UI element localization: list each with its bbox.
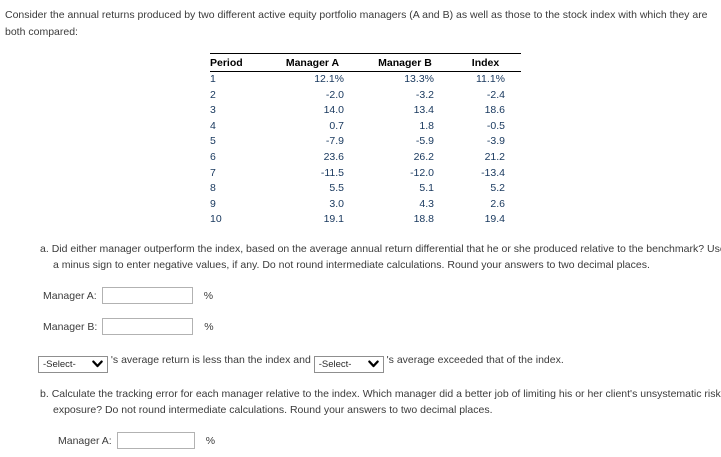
table-row: 4 0.7 1.8 -0.5 [210, 119, 521, 135]
col-header-manager-b: Manager B [378, 56, 432, 69]
col-header-manager-a: Manager A [285, 56, 340, 69]
table-row: 9 3.0 4.3 2.6 [210, 197, 521, 213]
col-header-index: Index [471, 56, 500, 69]
part-a-manager-b-input[interactable] [102, 318, 194, 336]
part-a-manager-a-input[interactable] [101, 287, 193, 305]
part-a-manager-a-row: Manager A: % [43, 287, 718, 305]
table-row: 2 -2.0 -3.2 -2.4 [210, 88, 521, 104]
part-a-manager-b-row: Manager B: % [43, 318, 718, 336]
cell-manager-b: 5.1 [419, 182, 434, 195]
cell-manager-a: 14.0 [323, 104, 344, 117]
cell-period: 8 [210, 182, 216, 195]
part-b-question: b. Calculate the tracking error for each… [40, 386, 721, 419]
part-b-label: b. [40, 387, 49, 400]
part-a-question: a. Did either manager outperform the ind… [40, 241, 721, 274]
cell-manager-b: -3.2 [415, 88, 434, 101]
part-a-sentence-mid: 's average return is less than the index… [110, 353, 311, 366]
select-value: -Select- [318, 358, 352, 370]
cell-index: -0.5 [486, 119, 505, 132]
cell-index: 19.4 [484, 213, 505, 226]
percent-sign: % [203, 289, 214, 302]
cell-manager-a: 23.6 [323, 150, 344, 163]
part-a-manager-select-2[interactable]: -Select- [313, 355, 384, 373]
table-row: 10 19.1 18.8 19.4 [210, 212, 521, 228]
select-value: -Select- [43, 358, 76, 370]
chevron-down-icon [92, 360, 103, 368]
cell-period: 2 [210, 88, 216, 101]
percent-sign: % [204, 320, 214, 333]
part-b-manager-a-row: Manager A: % [58, 432, 718, 450]
cell-manager-a: -2.0 [325, 88, 344, 101]
col-header-period: Period [210, 56, 243, 69]
cell-period: 4 [210, 119, 216, 132]
cell-manager-a: 3.0 [329, 197, 344, 210]
manager-b-label: Manager B: [43, 320, 98, 333]
cell-manager-a: -11.5 [320, 166, 344, 179]
cell-manager-a: 5.5 [329, 182, 344, 195]
cell-period: 5 [210, 135, 216, 148]
part-a-manager-select-1[interactable]: -Select- [38, 355, 108, 373]
cell-manager-b: 13.4 [413, 104, 434, 117]
table-row: 5 -7.9 -5.9 -3.9 [210, 134, 521, 150]
cell-manager-a: 19.1 [323, 213, 344, 226]
part-a-question-text: Did either manager outperform the index,… [51, 242, 721, 272]
cell-period: 1 [210, 73, 216, 85]
manager-a-label: Manager A: [58, 434, 112, 447]
chevron-down-icon [367, 360, 379, 368]
part-b-question-text: Calculate the tracking error for each ma… [51, 387, 721, 417]
cell-period: 10 [210, 213, 222, 226]
cell-period: 6 [210, 150, 216, 163]
cell-period: 7 [210, 166, 216, 179]
cell-index: -13.4 [481, 166, 505, 179]
cell-manager-a: 12.1% [314, 73, 344, 85]
cell-index: 18.6 [484, 104, 505, 117]
cell-index: 21.2 [484, 150, 505, 163]
table-row: 8 5.5 5.1 5.2 [210, 181, 521, 197]
cell-period: 9 [210, 197, 216, 210]
cell-manager-b: -12.0 [410, 166, 434, 179]
table-header-row: Period Manager A Manager B Index [210, 54, 521, 72]
cell-index: -3.9 [486, 135, 505, 148]
cell-manager-b: 13.3% [404, 73, 434, 85]
part-a-sentence-end: 's average exceeded that of the index. [386, 353, 564, 366]
cell-manager-b: 26.2 [413, 150, 434, 163]
cell-period: 3 [210, 104, 216, 117]
cell-manager-b: 1.8 [419, 119, 434, 132]
cell-manager-b: 4.3 [419, 197, 434, 210]
intro-text: Consider the annual returns produced by … [5, 9, 708, 38]
cell-manager-b: 18.8 [413, 213, 434, 226]
part-a-conclusion: -Select- 's average return is less than … [38, 351, 718, 373]
table-row: 3 14.0 13.4 18.6 [210, 103, 521, 119]
part-b-manager-a-input[interactable] [116, 432, 195, 450]
percent-sign: % [205, 434, 216, 447]
returns-table: Period Manager A Manager B Index 1 12.1%… [210, 53, 521, 228]
cell-index: 11.1% [476, 73, 505, 85]
table-row: 6 23.6 26.2 21.2 [210, 150, 521, 166]
cell-manager-b: -5.9 [415, 135, 434, 148]
manager-a-label: Manager A: [43, 289, 97, 302]
cell-index: 5.2 [490, 182, 505, 195]
table-row: 1 12.1% 13.3% 11.1% [210, 72, 521, 88]
cell-index: -2.4 [486, 88, 505, 101]
table-row: 7 -11.5 -12.0 -13.4 [210, 166, 521, 182]
cell-manager-a: 0.7 [329, 119, 344, 132]
part-a-label: a. [40, 242, 49, 255]
cell-index: 2.6 [490, 197, 505, 210]
cell-manager-a: -7.9 [325, 135, 344, 148]
